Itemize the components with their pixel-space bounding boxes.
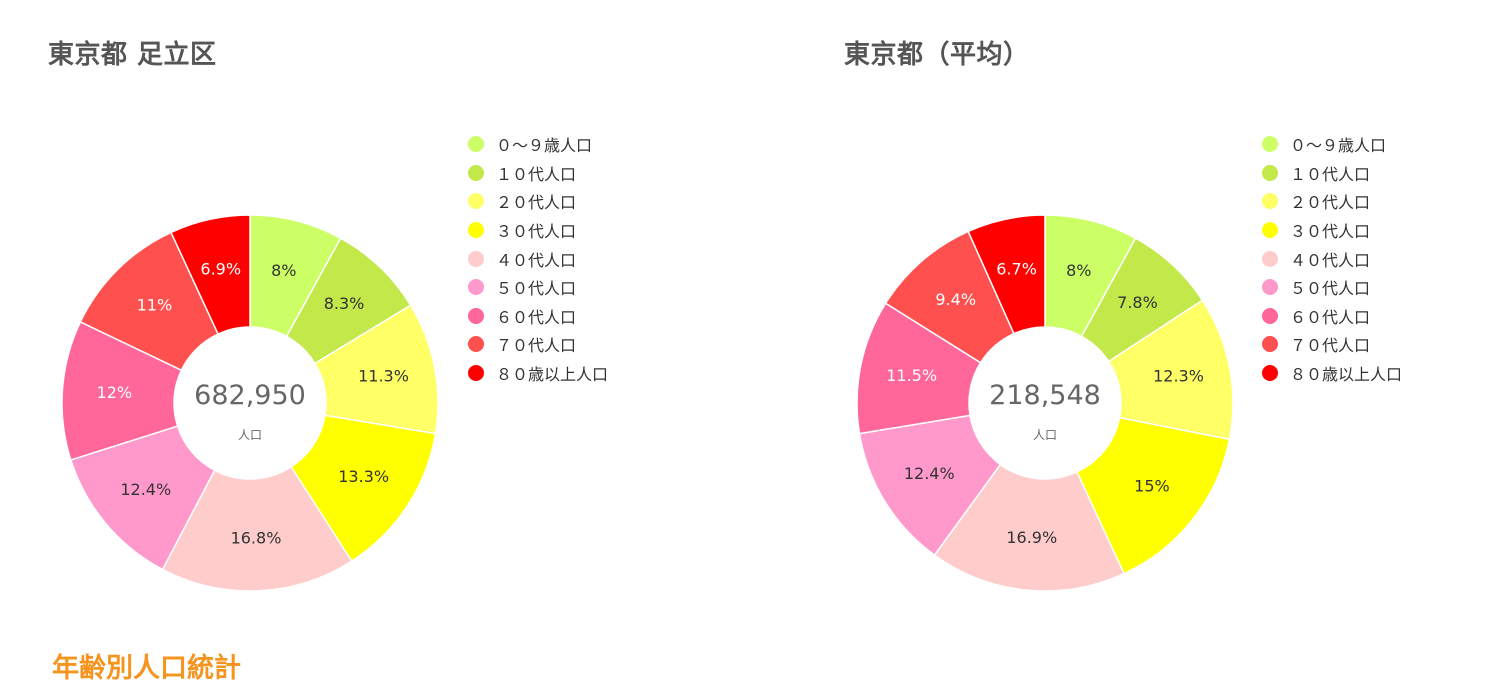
legend-swatch <box>1262 336 1278 353</box>
slice-value-label: 7.8% <box>1117 293 1158 312</box>
legend-swatch <box>1262 279 1278 296</box>
legend-swatch <box>468 250 484 267</box>
pie-slice[interactable] <box>290 414 437 563</box>
legend-item[interactable]: ８０歳以上人口 <box>468 359 608 388</box>
pie-slice[interactable] <box>967 214 1046 335</box>
slice-value-label: 16.8% <box>231 528 282 547</box>
pie-slice[interactable] <box>933 463 1125 592</box>
slice-value-label: 15% <box>1134 477 1170 496</box>
total-population-unit: 人口 <box>1032 428 1057 442</box>
donut-chart: 8% 7.8% 12.3% 15% 16.9% 12.4% 11.5% 9.4% 6.7% <box>856 214 1234 592</box>
legend-item[interactable]: ５０代人口 <box>1262 273 1402 302</box>
total-population-value: 682,950 <box>194 380 306 411</box>
slice-value-label: 8% <box>271 261 296 280</box>
legend-label: ６０代人口 <box>496 307 577 327</box>
legend-label: ５０代人口 <box>496 279 577 299</box>
chart-legend: ０～９歳人口 １０代人口 ２０代人口 ３０代人口 ４０代人口 ５０代人口 ６０代人口 ７０代人… <box>1262 130 1402 387</box>
slice-value-label: 11.5% <box>886 366 937 385</box>
chart-title: 東京都（平均） <box>844 40 1030 70</box>
legend-label: ４０代人口 <box>496 250 577 270</box>
legend-label: ７０代人口 <box>496 336 577 356</box>
legend-swatch <box>468 336 484 353</box>
slice-value-label: 12.3% <box>1153 367 1204 386</box>
legend-swatch <box>468 307 484 324</box>
chart-panel-adachi: 東京都 足立区 8% 8.3% 11.3% 13.3% 16.8% 12.4% 12% 11%… <box>0 0 720 620</box>
chart-panel-tokyo-average: 東京都（平均） 8% 7.8% 12.3% 15% 16.9% 12.4% 11.5% 9.4… <box>796 0 1494 620</box>
legend-label: ３０代人口 <box>496 222 577 242</box>
slice-value-label: 8% <box>1066 261 1091 280</box>
slice-value-label: 12.4% <box>904 464 955 483</box>
total-population-unit: 人口 <box>237 428 262 442</box>
legend-swatch <box>1262 222 1278 239</box>
slice-value-label: 11% <box>137 296 173 315</box>
legend-label: ７０代人口 <box>1290 336 1371 356</box>
legend-swatch <box>1262 250 1278 267</box>
legend-item[interactable]: ０～９歳人口 <box>1262 130 1402 159</box>
legend-item[interactable]: ５０代人口 <box>468 273 608 302</box>
legend-item[interactable]: ６０代人口 <box>468 302 608 331</box>
legend-item[interactable]: ７０代人口 <box>1262 330 1402 359</box>
legend-label: １０代人口 <box>1290 164 1371 184</box>
donut-chart: 8% 8.3% 11.3% 13.3% 16.8% 12.4% 12% 11% 6.9% <box>61 214 439 592</box>
legend-swatch <box>1262 136 1278 153</box>
slice-value-label: 16.9% <box>1006 528 1057 547</box>
legend-label: ０～９歳人口 <box>496 136 593 156</box>
legend-item[interactable]: １０代人口 <box>468 159 608 188</box>
legend-label: ２０代人口 <box>496 193 577 213</box>
legend-item[interactable]: ４０代人口 <box>468 244 608 273</box>
legend-item[interactable]: ３０代人口 <box>1262 216 1402 245</box>
chart-legend: ０～９歳人口 １０代人口 ２０代人口 ３０代人口 ４０代人口 ５０代人口 ６０代人口 ７０代人… <box>468 130 608 387</box>
legend-item[interactable]: ２０代人口 <box>468 187 608 216</box>
slice-value-label: 11.3% <box>358 367 409 386</box>
legend-swatch <box>1262 307 1278 324</box>
legend-label: ２０代人口 <box>1290 193 1371 213</box>
legend-label: ５０代人口 <box>1290 279 1371 299</box>
slice-value-label: 6.7% <box>996 260 1037 279</box>
legend-swatch <box>468 164 484 181</box>
legend-swatch <box>1262 365 1278 382</box>
legend-label: ０～９歳人口 <box>1290 136 1387 156</box>
slice-value-label: 12.4% <box>120 480 171 499</box>
legend-label: ４０代人口 <box>1290 250 1371 270</box>
legend-item[interactable]: ７０代人口 <box>468 330 608 359</box>
legend-swatch <box>1262 193 1278 210</box>
legend-item[interactable]: １０代人口 <box>1262 159 1402 188</box>
legend-item[interactable]: ８０歳以上人口 <box>1262 359 1402 388</box>
slice-value-label: 6.9% <box>200 260 241 279</box>
legend-label: ３０代人口 <box>1290 222 1371 242</box>
legend-swatch <box>1262 164 1278 181</box>
legend-swatch <box>468 136 484 153</box>
legend-item[interactable]: ２０代人口 <box>1262 187 1402 216</box>
legend-label: ６０代人口 <box>1290 307 1371 327</box>
slice-value-label: 8.3% <box>324 294 365 313</box>
legend-swatch <box>468 193 484 210</box>
legend-item[interactable]: ６０代人口 <box>1262 302 1402 331</box>
section-title: 年齢別人口統計 <box>52 653 241 684</box>
chart-title: 東京都 足立区 <box>48 40 217 70</box>
total-population-value: 218,548 <box>989 380 1101 411</box>
legend-item[interactable]: ４０代人口 <box>1262 244 1402 273</box>
legend-swatch <box>468 222 484 239</box>
slice-value-label: 12% <box>97 383 133 402</box>
slice-value-label: 9.4% <box>935 290 976 309</box>
pie-slice[interactable] <box>1075 416 1231 575</box>
legend-swatch <box>468 279 484 296</box>
legend-label: ８０歳以上人口 <box>1290 365 1403 385</box>
legend-item[interactable]: ３０代人口 <box>468 216 608 245</box>
legend-swatch <box>468 365 484 382</box>
legend-item[interactable]: ０～９歳人口 <box>468 130 608 159</box>
legend-label: ８０歳以上人口 <box>496 365 609 385</box>
slice-value-label: 13.3% <box>338 467 389 486</box>
pie-slice[interactable] <box>170 214 251 336</box>
pie-slice[interactable] <box>161 465 353 592</box>
legend-label: １０代人口 <box>496 164 577 184</box>
